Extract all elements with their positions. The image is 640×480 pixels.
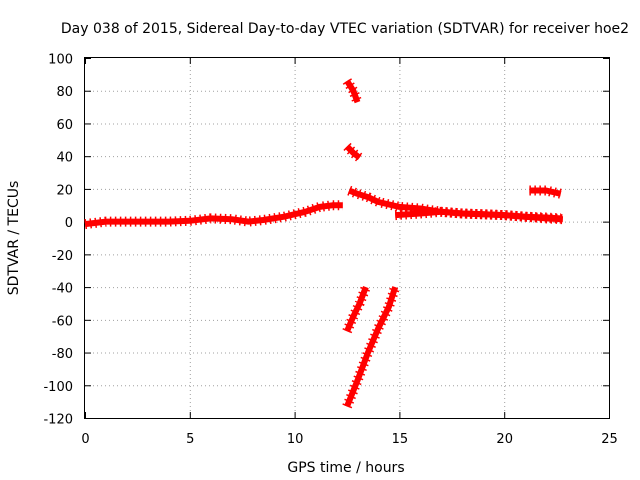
y-tick-label: -60 — [52, 314, 73, 329]
series-steep-low-texture — [342, 285, 400, 409]
chart-title: Day 038 of 2015, Sidereal Day-to-day VTE… — [61, 21, 629, 37]
series-steep-neg — [344, 286, 369, 333]
y-tick-label: 100 — [48, 53, 73, 68]
y-tick-label: -120 — [43, 413, 73, 428]
x-axis-title: GPS time / hours — [287, 460, 404, 476]
x-tick-label: 0 — [81, 432, 89, 447]
y-tick-label: 20 — [56, 183, 73, 198]
series-steep-high — [344, 79, 361, 104]
y-tick-label: -40 — [52, 282, 73, 297]
series-steep-mid — [344, 144, 362, 161]
x-tick-label: 20 — [496, 432, 513, 447]
data-series — [84, 78, 564, 409]
series-pass-b — [395, 208, 561, 222]
y-axis-title: SDTVAR / TECUs — [6, 181, 22, 296]
y-tick-label: 0 — [65, 216, 73, 231]
x-tick-label: 10 — [287, 432, 304, 447]
y-tick-label: 40 — [56, 151, 73, 166]
y-tick-label: 60 — [56, 118, 73, 133]
x-tick-label: 25 — [601, 432, 618, 447]
x-tick-label: 15 — [392, 432, 409, 447]
series-pass-c-texture — [529, 185, 562, 199]
axis-ticks: 100 80 60 40 20 0 -20 -40 -60 -80 -100 -120 0 5 10 15 20… — [43, 53, 617, 448]
y-tick-label: -20 — [52, 249, 73, 264]
grid-lines — [85, 58, 609, 418]
y-tick-label: -80 — [52, 347, 73, 362]
plot-frame — [84, 57, 610, 419]
series-main-band — [84, 202, 343, 228]
y-tick-label: 80 — [56, 85, 73, 100]
x-tick-label: 5 — [186, 432, 194, 447]
y-tick-label: -100 — [43, 380, 73, 395]
series-steep-low — [344, 286, 399, 408]
